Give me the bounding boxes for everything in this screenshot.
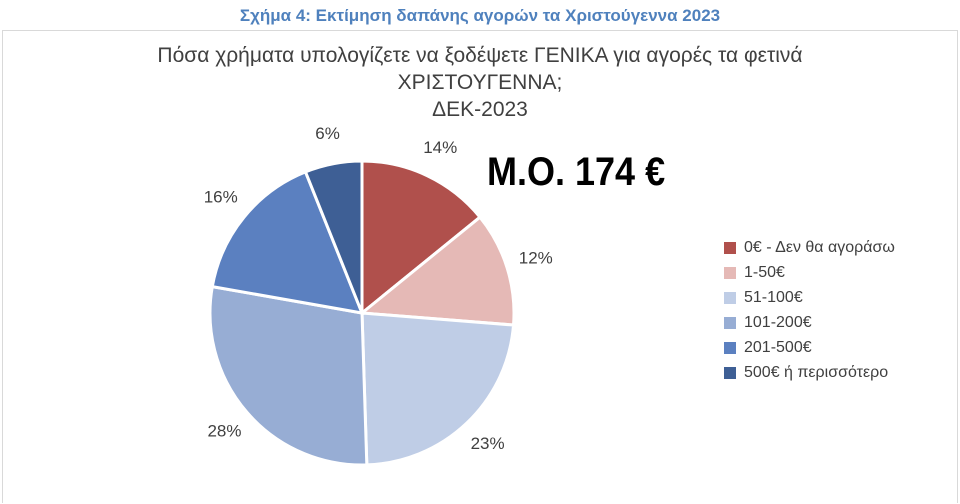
pie-slice-5 xyxy=(210,169,365,315)
legend-item-5: 201-500€ xyxy=(724,335,895,360)
legend-swatch-4 xyxy=(724,316,736,329)
legend-swatch-5 xyxy=(724,341,736,354)
pie-data-label-1: 14% xyxy=(423,138,457,157)
legend-swatch-3 xyxy=(724,291,736,304)
legend-item-4: 101-200€ xyxy=(724,310,895,335)
legend-swatch-2 xyxy=(724,266,736,279)
legend-item-6: 500€ ή περισσότερο xyxy=(724,360,895,385)
legend-label-5: 201-500€ xyxy=(744,338,812,356)
pie-data-label-3: 23% xyxy=(471,434,505,453)
chart-frame xyxy=(2,30,958,503)
chart-title-line-1: Πόσα χρήματα υπολογίζετε να ξοδέψετε ΓΕΝ… xyxy=(157,44,803,67)
legend-label-4: 101-200€ xyxy=(744,313,812,331)
legend-swatch-1 xyxy=(724,241,736,254)
legend-item-3: 51-100€ xyxy=(724,285,895,310)
pie-slice-6 xyxy=(303,159,364,314)
chart-legend: 0€ - Δεν θα αγοράσω 1-50€ 51-100€ 101-200€ 2… xyxy=(724,235,895,385)
legend-swatch-6 xyxy=(724,366,736,379)
average-label: Μ.Ο. 174 € xyxy=(487,150,666,194)
legend-item-2: 1-50€ xyxy=(724,260,895,285)
pie-slice-2 xyxy=(358,215,516,327)
chart-title: Πόσα χρήματα υπολογίζετε να ξοδέψετε ΓΕΝ… xyxy=(0,42,960,123)
pie-data-label-2: 12% xyxy=(519,248,553,267)
chart-title-line-3: ΔΕΚ-2023 xyxy=(432,98,528,121)
legend-label-1: 0€ - Δεν θα αγοράσω xyxy=(744,238,895,256)
legend-label-3: 51-100€ xyxy=(744,288,803,306)
figure-caption: Σχήμα 4: Εκτίμηση δαπάνης αγορών τα Χρισ… xyxy=(239,6,721,25)
pie-data-label-6: 6% xyxy=(315,124,340,143)
pie-data-label-5: 16% xyxy=(204,188,238,207)
legend-item-1: 0€ - Δεν θα αγοράσω xyxy=(724,235,895,260)
pie-slice-1 xyxy=(360,159,483,317)
chart-title-line-2: ΧΡΙΣΤΟΥΓΕΝΝΑ; xyxy=(397,71,563,94)
pie-data-label-4: 28% xyxy=(207,422,241,441)
pie-slice-4 xyxy=(208,284,369,467)
pie-slice-3 xyxy=(360,311,516,467)
legend-label-2: 1-50€ xyxy=(744,263,785,281)
legend-label-6: 500€ ή περισσότερο xyxy=(744,363,889,381)
